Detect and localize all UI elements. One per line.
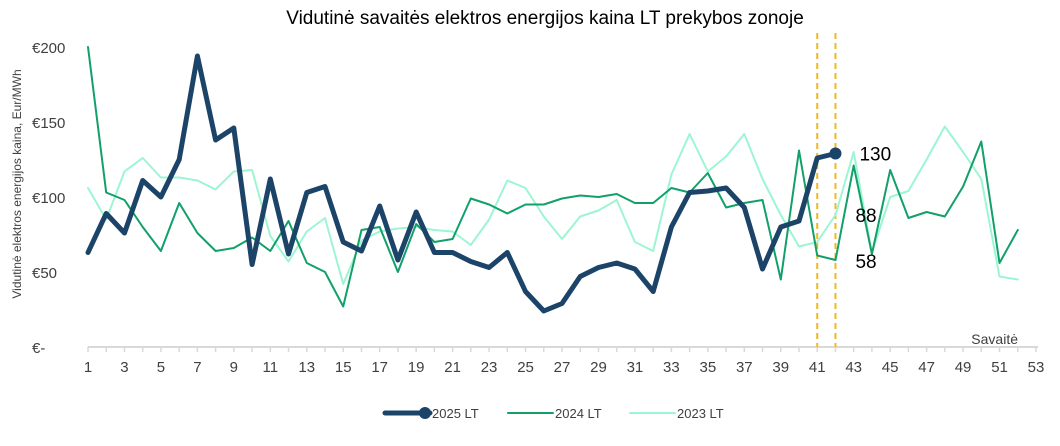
y-axis-label: Vidutinė elektros energijos kaina, Eur/M… bbox=[10, 69, 24, 298]
x-tick-label-31: 31 bbox=[627, 359, 644, 376]
data-label-2025-lt: 130 bbox=[859, 145, 891, 166]
x-tick-label-19: 19 bbox=[408, 359, 425, 376]
legend-label-2024-lt: 2024 LT bbox=[555, 406, 602, 421]
chart-title: Vidutinė savaitės elektros energijos kai… bbox=[286, 8, 804, 29]
x-tick-label-23: 23 bbox=[481, 359, 498, 376]
data-labels: 130 88 58 bbox=[855, 145, 891, 274]
x-tick-label-45: 45 bbox=[882, 359, 899, 376]
x-tick-label-9: 9 bbox=[230, 359, 238, 376]
x-tick-label-7: 7 bbox=[193, 359, 201, 376]
x-tick-label-1: 1 bbox=[84, 359, 92, 376]
x-tick-label-43: 43 bbox=[845, 359, 862, 376]
x-tick-label-17: 17 bbox=[371, 359, 388, 376]
x-tick-marks bbox=[87, 347, 1037, 352]
marker-layer bbox=[829, 147, 842, 160]
legend-label-2025-lt: 2025 LT bbox=[432, 406, 479, 421]
x-tick-label-33: 33 bbox=[663, 359, 680, 376]
y-tick-label-150: €150 bbox=[32, 115, 65, 132]
data-label-2023-lt: 88 bbox=[855, 206, 876, 227]
y-tick-labels: €- €50 €100 €150 €200 bbox=[32, 40, 65, 357]
x-tick-label-41: 41 bbox=[809, 359, 826, 376]
x-tick-label-21: 21 bbox=[444, 359, 461, 376]
x-axis-title: Savaitė bbox=[971, 331, 1018, 347]
x-tick-label-15: 15 bbox=[335, 359, 352, 376]
x-tick-label-37: 37 bbox=[736, 359, 753, 376]
x-tick-label-47: 47 bbox=[918, 359, 935, 376]
reference-lines bbox=[816, 33, 837, 347]
x-tick-labels: 1 3 5 7 9 11 13 15 17 19 21 23 25 27 29 31 33 35 37 39 41 43 4… bbox=[84, 359, 1045, 376]
series-layer bbox=[85, 46, 1019, 314]
x-tick-label-3: 3 bbox=[120, 359, 128, 376]
x-tick-label-39: 39 bbox=[772, 359, 789, 376]
x-tick-label-5: 5 bbox=[157, 359, 165, 376]
x-tick-label-27: 27 bbox=[554, 359, 571, 376]
x-tick-label-11: 11 bbox=[263, 359, 279, 376]
x-tick-label-53: 53 bbox=[1028, 359, 1045, 376]
x-tick-label-51: 51 bbox=[991, 359, 1008, 376]
series-line-2025-lt bbox=[85, 53, 838, 314]
series-2025-end-marker bbox=[829, 147, 842, 160]
legend-marker-2025-lt bbox=[419, 407, 431, 419]
x-tick-label-13: 13 bbox=[298, 359, 315, 376]
y-tick-label-0: €- bbox=[32, 340, 45, 357]
y-tick-label-50: €50 bbox=[32, 265, 57, 282]
x-tick-label-35: 35 bbox=[700, 359, 717, 376]
legend-label-2023-lt: 2023 LT bbox=[677, 406, 724, 421]
series-line-2023-lt bbox=[87, 125, 1019, 285]
x-tick-label-49: 49 bbox=[955, 359, 972, 376]
series-line-2024-lt bbox=[87, 46, 1019, 308]
data-label-2024-lt: 58 bbox=[855, 252, 876, 273]
y-tick-label-200: €200 bbox=[32, 40, 65, 57]
y-tick-label-100: €100 bbox=[32, 190, 65, 207]
legend: 2025 LT 2024 LT 2023 LT bbox=[382, 406, 724, 421]
x-tick-label-25: 25 bbox=[517, 359, 534, 376]
x-tick-label-29: 29 bbox=[590, 359, 607, 376]
